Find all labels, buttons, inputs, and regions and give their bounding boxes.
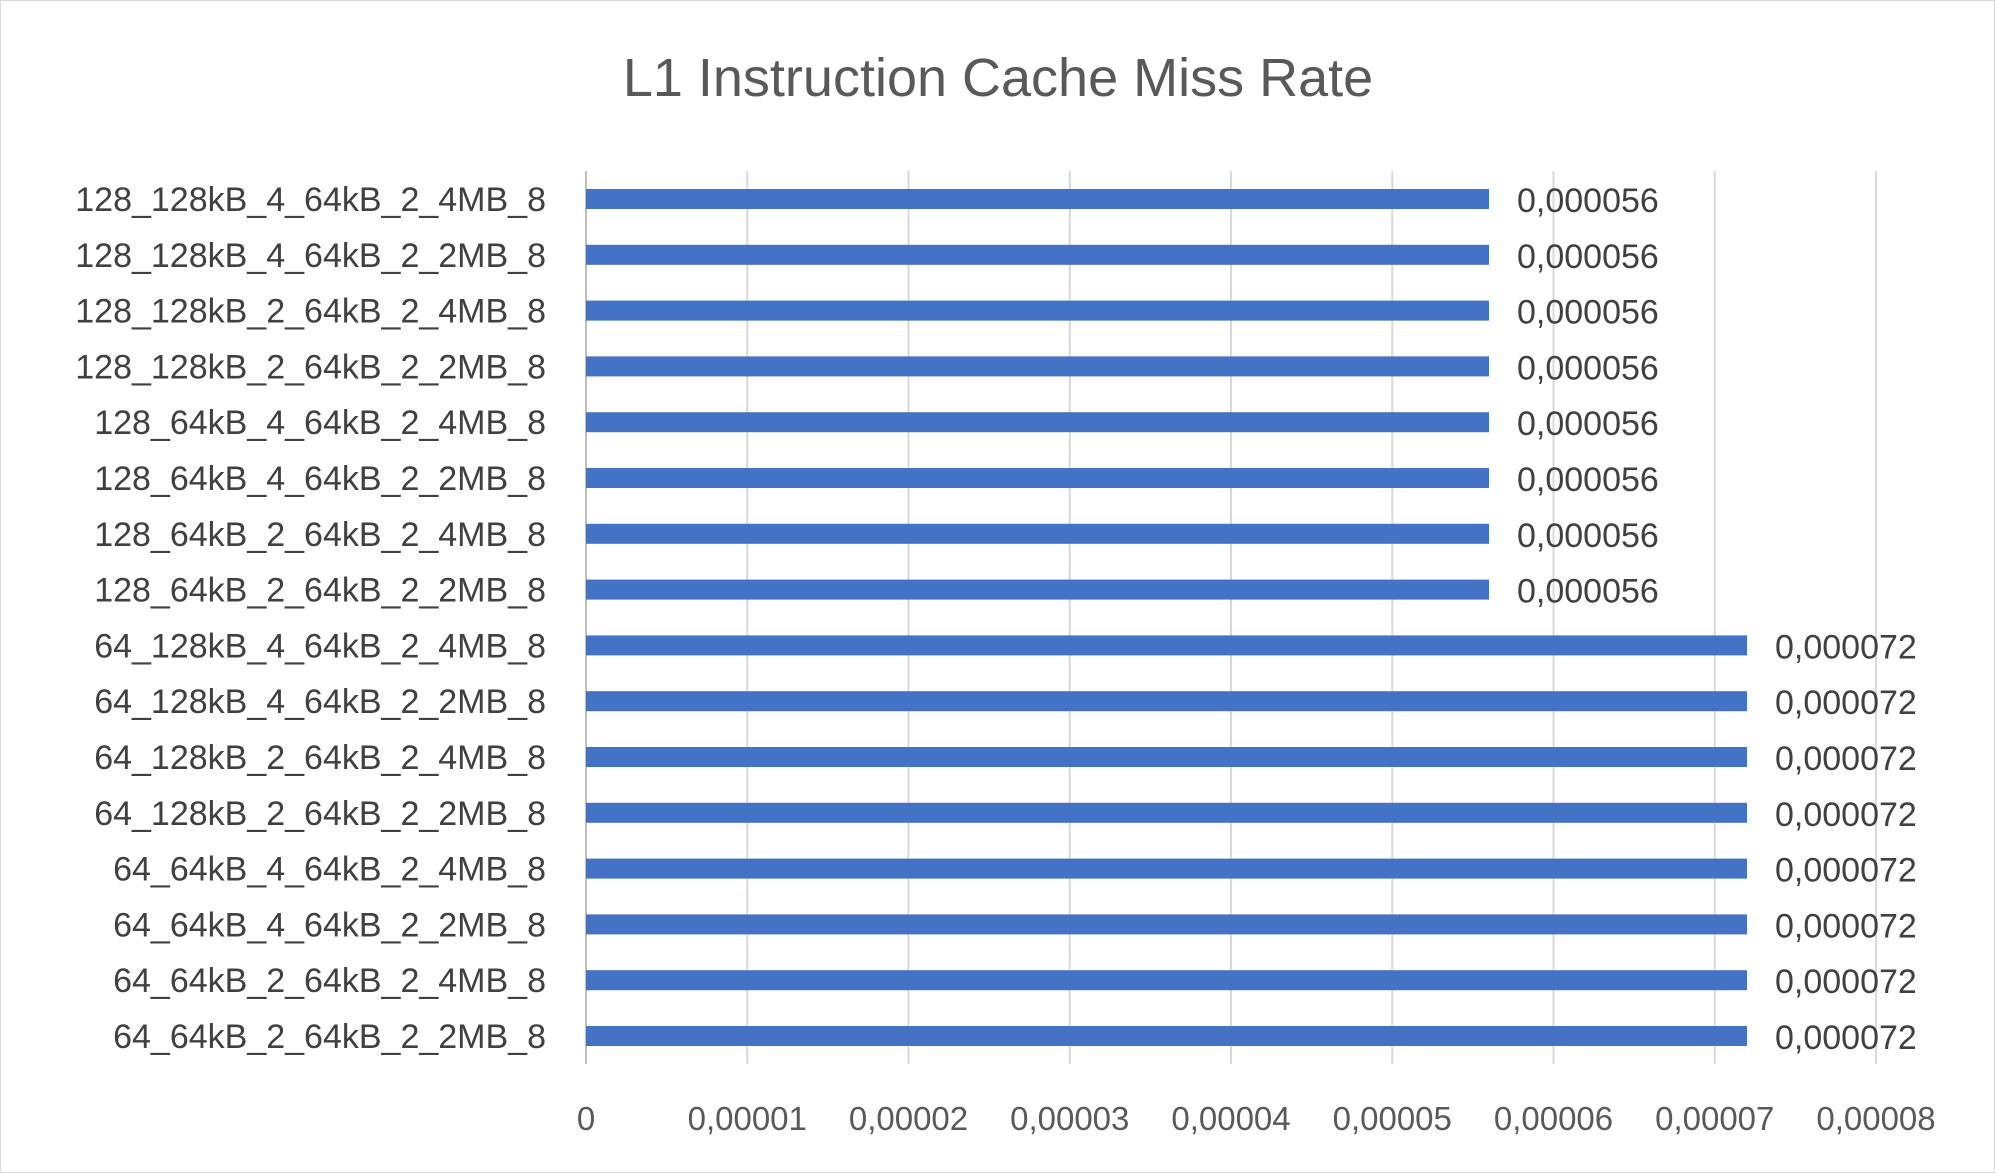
bar (586, 579, 1489, 600)
bar (586, 468, 1489, 488)
category-labels: 128_128kB_4_64kB_2_4MB_8 128_128kB_4_64kB… (75, 181, 546, 1056)
x-tick-label: 0,00003 (1010, 1100, 1129, 1137)
x-tick-label: 0,00007 (1655, 1100, 1774, 1137)
category-label: 128_64kB_2_64kB_2_2MB_8 (94, 572, 546, 610)
data-label: 0,000056 (1517, 182, 1659, 220)
bar (586, 970, 1747, 991)
bar (586, 189, 1489, 209)
bar (586, 635, 1747, 656)
x-tick-label: 0,00006 (1494, 1100, 1613, 1137)
bar (586, 244, 1489, 265)
data-label: 0,000072 (1775, 1019, 1917, 1057)
data-label: 0,000056 (1517, 517, 1659, 555)
bar (586, 914, 1747, 935)
category-label: 64_64kB_2_64kB_2_4MB_8 (113, 962, 546, 1000)
bar (586, 747, 1747, 767)
data-label: 0,000056 (1517, 294, 1659, 332)
data-label: 0,000072 (1775, 740, 1917, 778)
x-tick-label: 0,00008 (1816, 1100, 1935, 1137)
data-label: 0,000072 (1775, 796, 1917, 834)
x-tick-label: 0,00002 (849, 1100, 968, 1137)
category-label: 128_128kB_4_64kB_2_2MB_8 (75, 237, 546, 275)
category-label: 64_64kB_2_64kB_2_2MB_8 (113, 1018, 546, 1056)
chart-title: L1 Instruction Cache Miss Rate (623, 48, 1373, 108)
category-label: 128_64kB_4_64kB_2_4MB_8 (94, 404, 546, 442)
bar (586, 858, 1747, 879)
category-label: 128_128kB_4_64kB_2_4MB_8 (75, 181, 546, 219)
data-label: 0,000056 (1517, 238, 1659, 276)
category-label: 128_128kB_2_64kB_2_2MB_8 (75, 348, 546, 386)
data-label: 0,000072 (1775, 852, 1917, 890)
category-label: 128_64kB_2_64kB_2_4MB_8 (94, 516, 546, 554)
bar (586, 300, 1489, 321)
x-tick-label: 0,00001 (688, 1100, 807, 1137)
bars (586, 189, 1747, 1046)
category-label: 64_128kB_2_64kB_2_2MB_8 (94, 795, 546, 833)
x-tick-label: 0,00005 (1333, 1100, 1452, 1137)
data-label: 0,000056 (1517, 573, 1659, 611)
category-label: 128_128kB_2_64kB_2_4MB_8 (75, 293, 546, 331)
data-label: 0,000056 (1517, 405, 1659, 443)
bar (586, 356, 1489, 377)
data-label: 0,000056 (1517, 349, 1659, 387)
data-label: 0,000072 (1775, 963, 1917, 1001)
x-tick-label: 0 (577, 1100, 595, 1137)
data-label: 0,000072 (1775, 684, 1917, 722)
data-label: 0,000072 (1775, 628, 1917, 666)
data-labels: 0,000056 0,000056 0,000056 0,000056 0,000056… (1517, 182, 1917, 1057)
bar (586, 691, 1747, 712)
bar (586, 802, 1747, 823)
category-label: 128_64kB_4_64kB_2_2MB_8 (94, 460, 546, 498)
category-label: 64_128kB_4_64kB_2_2MB_8 (94, 683, 546, 721)
x-axis-tick-labels: 0 0,00001 0,00002 0,00003 0,00004 0,00005 0,00… (577, 1100, 1936, 1137)
data-label: 0,000072 (1775, 907, 1917, 945)
bar (586, 412, 1489, 433)
bar (586, 523, 1489, 544)
category-label: 64_64kB_4_64kB_2_2MB_8 (113, 906, 546, 944)
category-label: 64_128kB_4_64kB_2_4MB_8 (94, 627, 546, 665)
category-label: 64_64kB_4_64kB_2_4MB_8 (113, 851, 546, 889)
category-label: 64_128kB_2_64kB_2_4MB_8 (94, 739, 546, 777)
data-label: 0,000056 (1517, 461, 1659, 499)
bar (586, 1026, 1747, 1046)
x-tick-label: 0,00004 (1171, 1100, 1290, 1137)
